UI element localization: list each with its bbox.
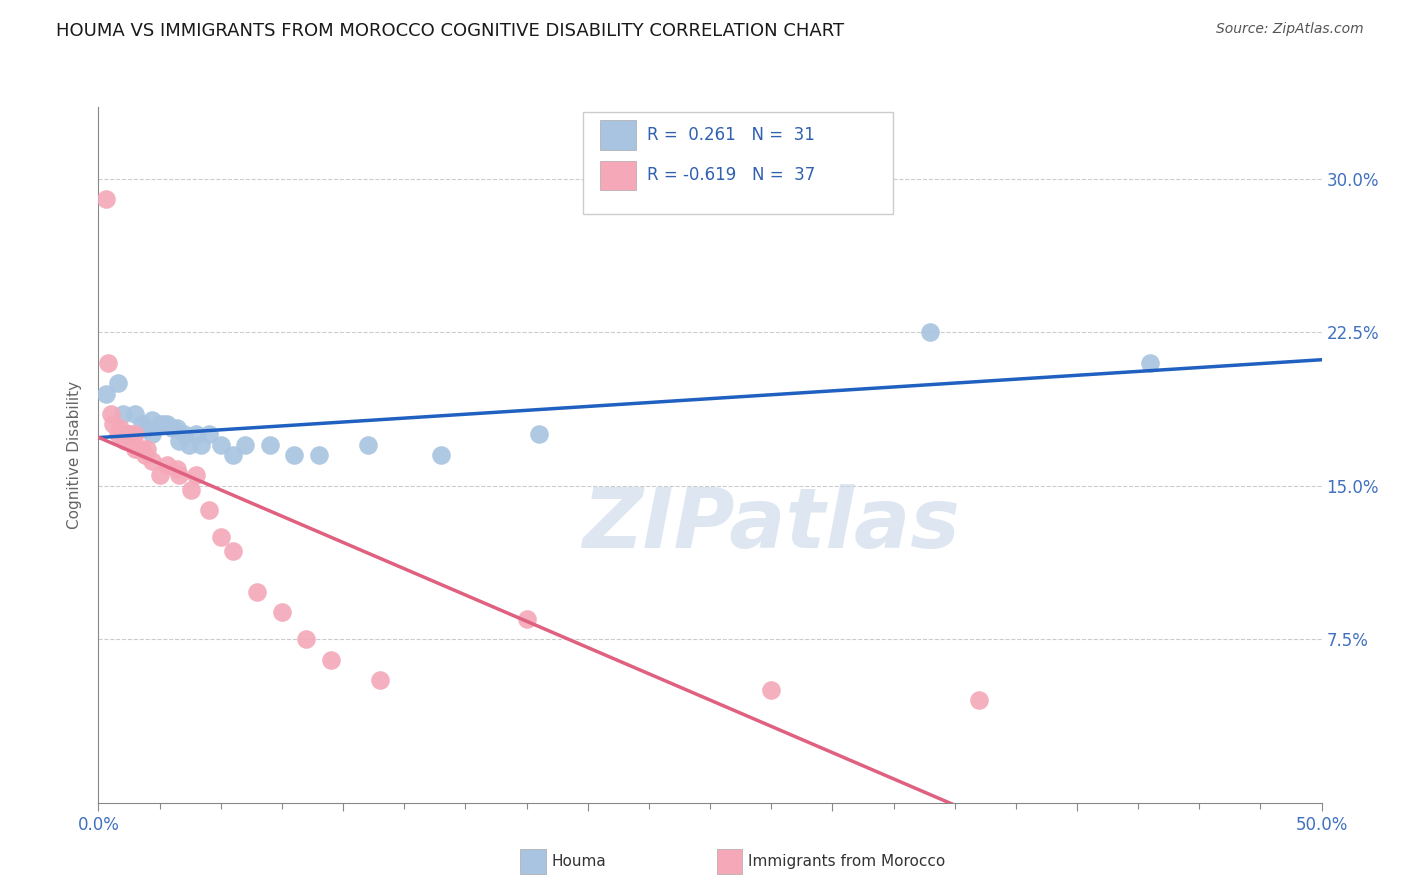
Text: ZIPatlas: ZIPatlas <box>582 484 960 565</box>
Point <box>180 483 202 497</box>
Point <box>186 427 208 442</box>
Text: R =  0.261   N =  31: R = 0.261 N = 31 <box>647 126 814 145</box>
Point <box>222 544 245 558</box>
Point <box>110 421 132 435</box>
Point <box>107 427 129 442</box>
Point <box>761 683 783 698</box>
Point <box>167 434 190 448</box>
Point <box>167 468 190 483</box>
Point <box>101 417 124 432</box>
Point <box>209 530 232 544</box>
Point <box>259 438 281 452</box>
Point <box>97 356 120 370</box>
Point <box>156 417 179 432</box>
Point <box>967 693 990 707</box>
Point <box>368 673 391 687</box>
Text: Immigrants from Morocco: Immigrants from Morocco <box>748 855 945 869</box>
Point <box>121 434 143 448</box>
Y-axis label: Cognitive Disability: Cognitive Disability <box>67 381 83 529</box>
Point <box>283 448 305 462</box>
Point <box>94 386 117 401</box>
Point <box>515 612 537 626</box>
Point <box>141 427 163 442</box>
Point <box>186 468 208 483</box>
Point <box>114 434 136 448</box>
Point <box>127 442 149 456</box>
Point <box>156 458 179 472</box>
Point <box>246 585 269 599</box>
Point <box>134 448 156 462</box>
Text: HOUMA VS IMMIGRANTS FROM MOROCCO COGNITIVE DISABILITY CORRELATION CHART: HOUMA VS IMMIGRANTS FROM MOROCCO COGNITI… <box>56 22 845 40</box>
Point <box>209 438 232 452</box>
Point <box>124 442 146 456</box>
Text: Houma: Houma <box>551 855 606 869</box>
Point <box>920 325 942 339</box>
Point <box>270 606 294 620</box>
Point <box>527 427 550 442</box>
Point <box>131 442 153 456</box>
Point <box>111 427 134 442</box>
Point <box>131 417 153 432</box>
Point <box>141 413 163 427</box>
Point <box>190 438 212 452</box>
Point <box>160 421 183 435</box>
Point <box>430 448 453 462</box>
Text: Source: ZipAtlas.com: Source: ZipAtlas.com <box>1216 22 1364 37</box>
Point <box>124 407 146 421</box>
Point <box>173 427 195 442</box>
Point <box>124 427 146 442</box>
Point <box>141 454 163 468</box>
Point <box>166 421 188 435</box>
Point <box>136 442 159 456</box>
Point <box>117 427 139 442</box>
Point <box>111 427 134 442</box>
Point <box>136 421 159 435</box>
Point <box>94 192 117 206</box>
Point <box>295 632 318 646</box>
Point <box>149 468 172 483</box>
Point <box>356 438 378 452</box>
Point <box>177 438 200 452</box>
Point <box>222 448 245 462</box>
Point <box>153 417 176 432</box>
Point <box>308 448 330 462</box>
Point <box>319 652 342 666</box>
Point <box>197 503 219 517</box>
Point <box>197 427 219 442</box>
Point <box>149 417 172 432</box>
Point <box>166 462 188 476</box>
Point <box>1139 356 1161 370</box>
Point <box>233 438 256 452</box>
Point <box>120 427 142 442</box>
Point <box>100 407 122 421</box>
Point <box>117 427 139 442</box>
Point <box>120 434 142 448</box>
Point <box>107 376 129 391</box>
Text: R = -0.619   N =  37: R = -0.619 N = 37 <box>647 166 815 185</box>
Point <box>111 407 134 421</box>
